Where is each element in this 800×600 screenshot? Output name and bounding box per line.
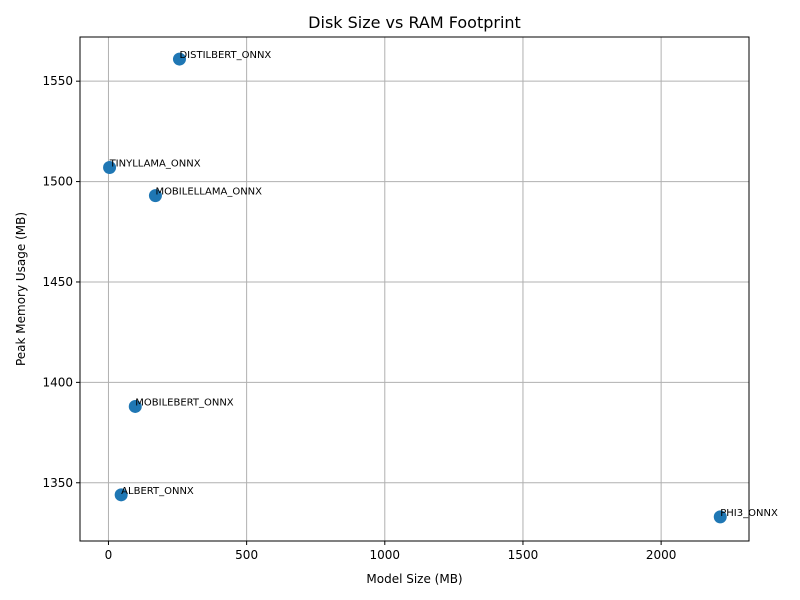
data-point: [103, 161, 117, 175]
x-tick-labels: 0 500 1000 1500 2000: [105, 548, 677, 562]
point-label: ALBERT_ONNX: [121, 486, 194, 497]
point-label: MOBILELLAMA_ONNX: [155, 187, 262, 198]
data-points: [103, 52, 727, 524]
y-tick-label: 1550: [42, 74, 73, 88]
data-point: [172, 52, 186, 66]
y-tick-label: 1400: [42, 375, 73, 389]
x-tick-label: 500: [235, 548, 258, 562]
plot-frame: [79, 36, 750, 542]
y-tick-labels: 1350 1400 1450 1500 1550: [42, 74, 73, 490]
y-tick-label: 1350: [42, 476, 73, 490]
point-label: MOBILEBERT_ONNX: [135, 397, 234, 408]
point-label: DISTILBERT_ONNX: [179, 50, 271, 61]
grid-lines: [80, 37, 749, 541]
y-axis-label: Peak Memory Usage (MB): [14, 212, 28, 366]
x-tick-label: 1000: [370, 548, 401, 562]
point-label: TINYLLAMA_ONNX: [109, 159, 201, 170]
point-labels: DISTILBERT_ONNX TINYLLAMA_ONNX MOBILELLAMA…: [109, 50, 778, 519]
tick-marks: [76, 80, 662, 545]
x-tick-label: 1500: [508, 548, 539, 562]
data-point: [114, 488, 128, 502]
chart-title: Disk Size vs RAM Footprint: [308, 13, 521, 32]
x-tick-label: 2000: [646, 548, 677, 562]
data-point: [713, 510, 727, 524]
x-axis-label: Model Size (MB): [366, 572, 462, 586]
x-tick-label: 0: [105, 548, 113, 562]
y-tick-label: 1450: [42, 275, 73, 289]
data-point: [148, 189, 162, 203]
data-point: [128, 399, 142, 413]
y-tick-label: 1500: [42, 175, 73, 189]
